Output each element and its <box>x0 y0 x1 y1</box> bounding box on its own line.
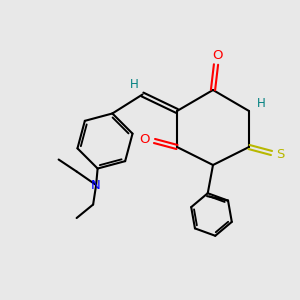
Text: H: H <box>130 78 139 92</box>
Text: O: O <box>140 133 150 146</box>
Text: S: S <box>276 148 285 161</box>
Text: O: O <box>212 49 223 62</box>
Text: N: N <box>91 178 101 191</box>
Text: H: H <box>257 97 266 110</box>
